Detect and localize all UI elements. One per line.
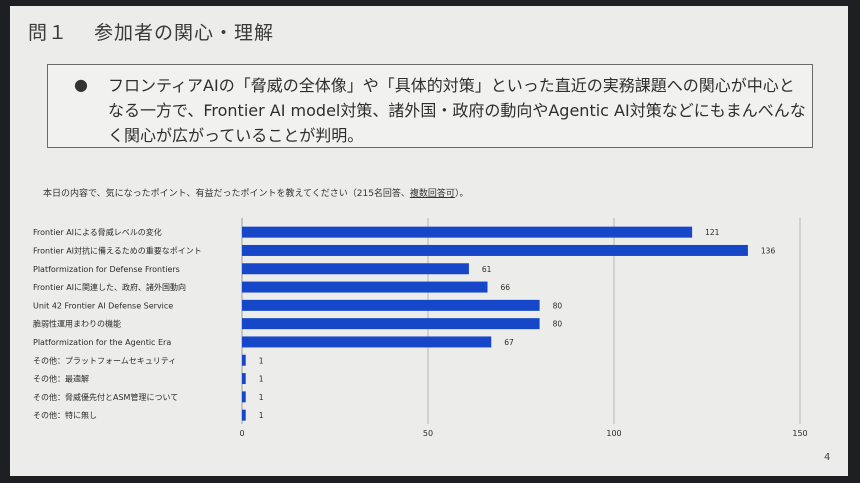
slide: 問１ 参加者の関心・理解 ● フロンティアAIの「脅威の全体像」や「具体的対策」と…: [10, 6, 848, 476]
bar: [242, 299, 540, 311]
data-label: 67: [504, 338, 514, 347]
question-number: 問１: [28, 22, 69, 44]
summary-text: フロンティアAIの「脅威の全体像」や「具体的対策」といった直近の実務課題への関心…: [108, 76, 806, 145]
survey-question: 本日の内容で、気になったポイント、有益だったポイントを教えてください（215名回…: [43, 186, 468, 199]
data-label: 61: [482, 265, 492, 274]
data-label: 136: [761, 246, 776, 255]
slide-heading: 問１ 参加者の関心・理解: [28, 18, 274, 45]
data-label: 1: [259, 375, 264, 384]
question-prefix: 本日の内容で、気になったポイント、有益だったポイントを教えてください（215名回…: [43, 189, 410, 199]
x-tick-label: 0: [239, 429, 244, 438]
data-label: 66: [501, 283, 511, 292]
question-underlined: 複数回答可: [409, 189, 455, 199]
data-label: 121: [705, 228, 720, 237]
category-label: Platformization for Defense Frontiers: [33, 265, 180, 274]
summary-box: ● フロンティアAIの「脅威の全体像」や「具体的対策」といった直近の実務課題への…: [47, 64, 813, 148]
question-suffix: ）。: [454, 189, 469, 199]
bar: [242, 354, 246, 366]
data-label: 1: [259, 393, 264, 402]
page-number: 4: [824, 452, 831, 463]
bar: [242, 409, 246, 421]
bullet-icon: ●: [74, 75, 88, 94]
x-tick-label: 100: [606, 429, 621, 438]
category-label: その他：特に無し: [33, 410, 97, 420]
category-label: その他：脅威優先付とASM管理について: [33, 392, 178, 402]
data-label: 80: [553, 301, 563, 310]
data-label: 80: [553, 320, 563, 329]
slide-title: 参加者の関心・理解: [94, 22, 275, 44]
bar: [242, 244, 748, 256]
category-label: その他：プラットフォームセキュリティ: [33, 355, 176, 365]
data-label: 1: [259, 411, 264, 420]
bar: [242, 281, 488, 293]
bar: [242, 391, 246, 403]
category-label: その他：最適解: [33, 374, 89, 384]
x-tick-label: 150: [792, 429, 807, 438]
bar: [242, 373, 246, 385]
category-label: Frontier AI対抗に備えるための重要なポイント: [33, 245, 202, 255]
bar: [242, 263, 469, 275]
x-tick-label: 50: [423, 429, 433, 438]
category-label: Unit 42 Frontier AI Defense Service: [33, 301, 173, 310]
category-label: Platformization for the Agentic Era: [33, 338, 171, 347]
category-label: 脆弱性運用まわりの機能: [33, 319, 121, 329]
bar-chart: 0 50 100 150 Frontier AIによる脅威レベルの変化 121 Fronti…: [33, 218, 808, 438]
bar: [242, 226, 693, 238]
bar: [242, 318, 540, 330]
category-label: Frontier AIによる脅威レベルの変化: [33, 227, 162, 237]
data-label: 1: [259, 356, 264, 365]
category-label: Frontier AIに関連した、政府、諸外国動向: [33, 282, 186, 292]
bar: [242, 336, 492, 348]
